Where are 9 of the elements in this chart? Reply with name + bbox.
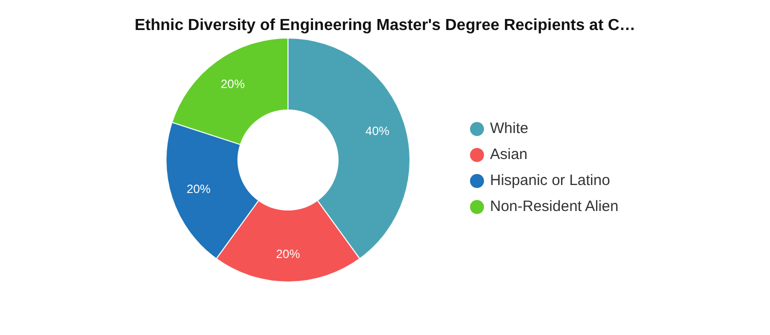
data-label: 20% bbox=[276, 247, 300, 262]
data-label: 20% bbox=[186, 182, 211, 196]
chart-title: Ethnic Diversity of Engineering Master's Degree Recipients at C… bbox=[134, 17, 636, 35]
data-label: 40% bbox=[365, 124, 390, 138]
legend-label: Hispanic or Latino bbox=[490, 171, 610, 191]
legend-label: White bbox=[490, 119, 528, 139]
legend-label: Non-Resident Alien bbox=[490, 197, 618, 217]
legend-label: Asian bbox=[490, 145, 528, 165]
data-label: 20% bbox=[220, 76, 246, 91]
